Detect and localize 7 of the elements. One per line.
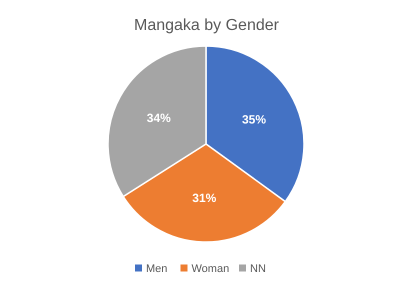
- legend-label: NN: [250, 262, 266, 275]
- data-label: 35%: [242, 112, 266, 127]
- legend-label: Woman: [192, 262, 230, 275]
- data-label: 34%: [146, 111, 172, 126]
- data-label: 31%: [192, 191, 217, 206]
- legend-label: Men: [146, 262, 168, 275]
- chart-title: Mangaka by Gender: [134, 17, 280, 34]
